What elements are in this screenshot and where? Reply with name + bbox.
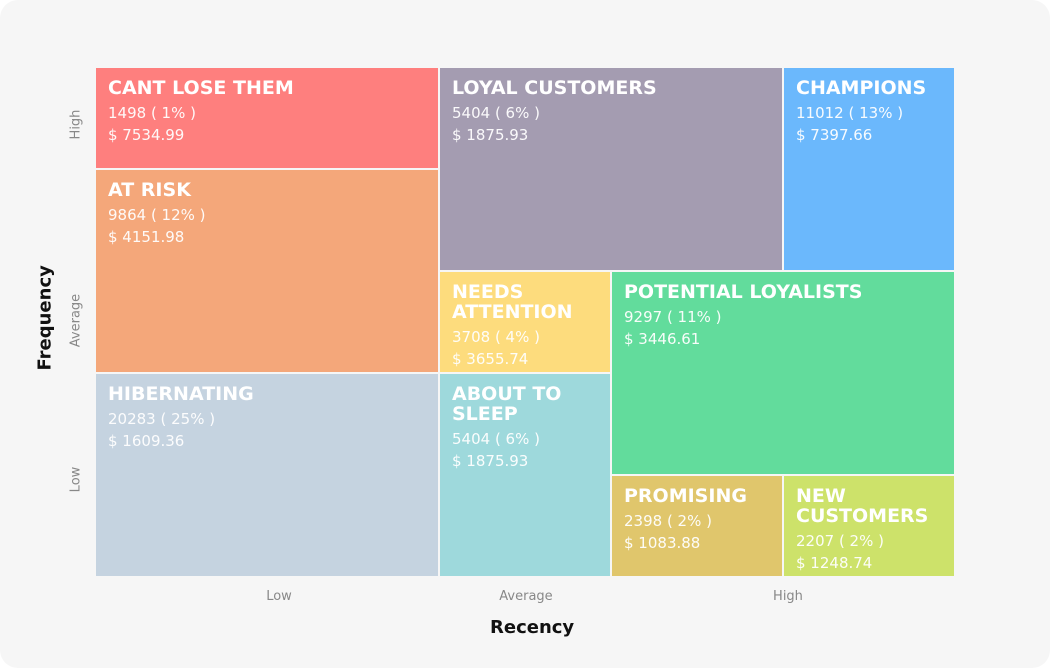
segment-name: PROMISING (624, 485, 747, 507)
segment: CHAMPIONS 11012 ( 13% ) $ 7397.66 (784, 68, 954, 270)
segment-amount: $ 1875.93 (452, 126, 529, 144)
segment: CANT LOSE THEM 1498 ( 1% ) $ 7534.99 (96, 68, 438, 168)
x-axis-title: Recency (490, 617, 575, 638)
segment-count: 20283 ( 25% ) (108, 410, 216, 428)
segment-amount: $ 7534.99 (108, 126, 185, 144)
segment-name: HIBERNATING (108, 383, 254, 405)
segment-name: CHAMPIONS (796, 77, 927, 99)
y-axis-label: Average (68, 293, 84, 348)
segment-amount: $ 3655.74 (452, 350, 529, 368)
segment-amount: $ 4151.98 (108, 228, 185, 246)
segment-amount: $ 1248.74 (796, 554, 873, 572)
segment-count: 3708 ( 4% ) (452, 328, 540, 346)
segment-amount: $ 1875.93 (452, 452, 529, 470)
segment: HIBERNATING 20283 ( 25% ) $ 1609.36 (96, 374, 438, 576)
y-axis-title: Frequency (34, 265, 56, 371)
segment-count: 5404 ( 6% ) (452, 104, 540, 122)
segment-name: NEW CUSTOMERS (796, 485, 929, 527)
segment-amount: $ 1083.88 (624, 534, 701, 552)
segment-count: 11012 ( 13% ) (796, 104, 904, 122)
y-axis-label: High (68, 109, 84, 140)
segment: PROMISING 2398 ( 2% ) $ 1083.88 (612, 476, 782, 576)
segment: POTENTIAL LOYALISTS 9297 ( 11% ) $ 3446.61 (612, 272, 954, 474)
segment-count: 2398 ( 2% ) (624, 512, 712, 530)
segment-amount: $ 1609.36 (108, 432, 185, 450)
segment-name: ABOUT TO SLEEP (452, 383, 562, 425)
segment: AT RISK 9864 ( 12% ) $ 4151.98 (96, 170, 438, 372)
segment-count: 1498 ( 1% ) (108, 104, 196, 122)
segment-name: AT RISK (108, 179, 191, 201)
y-axis-label: Low (68, 466, 84, 493)
segment: NEEDS ATTENTION 3708 ( 4% ) $ 3655.74 (440, 272, 610, 372)
segment-name: POTENTIAL LOYALISTS (624, 281, 863, 303)
segment-name: CANT LOSE THEM (108, 77, 294, 99)
segment: ABOUT TO SLEEP 5404 ( 6% ) $ 1875.93 (440, 374, 610, 576)
x-axis-label: Low (266, 589, 292, 604)
segment-count: 9297 ( 11% ) (624, 308, 722, 326)
segment-name: LOYAL CUSTOMERS (452, 77, 657, 99)
segment-count: 5404 ( 6% ) (452, 430, 540, 448)
segment-name: NEEDS ATTENTION (452, 281, 573, 323)
x-axis-label: Average (499, 589, 553, 604)
x-axis-label: High (773, 589, 803, 604)
segment-count: 2207 ( 2% ) (796, 532, 884, 550)
segment: NEW CUSTOMERS 2207 ( 2% ) $ 1248.74 (784, 476, 954, 576)
segment: LOYAL CUSTOMERS 5404 ( 6% ) $ 1875.93 (440, 68, 782, 270)
segment-amount: $ 7397.66 (796, 126, 873, 144)
segment-amount: $ 3446.61 (624, 330, 701, 348)
segment-count: 9864 ( 12% ) (108, 206, 206, 224)
